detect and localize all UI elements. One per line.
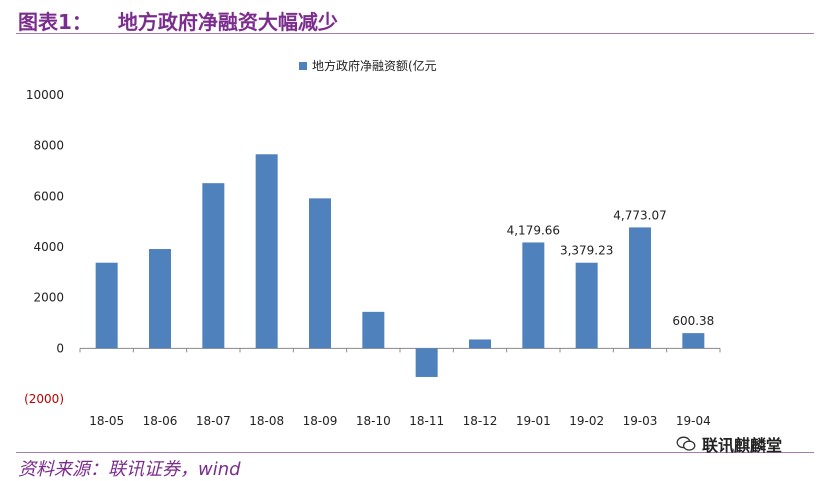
x-tick-label: 19-02	[569, 414, 604, 428]
watermark: 联讯麒麟堂	[676, 432, 782, 456]
y-tick-label: 6000	[33, 189, 64, 203]
bar-18-06	[149, 249, 171, 349]
bar-18-07	[202, 183, 225, 349]
figure-title: 地方政府净融资大幅减少	[117, 10, 338, 34]
x-tick-label: 18-10	[356, 414, 391, 428]
figure-number: 图表1：	[18, 10, 92, 34]
data-label: 4,179.66	[507, 223, 560, 237]
bar-19-02	[575, 262, 598, 349]
y-tick-label: 2000	[33, 291, 64, 305]
x-tick-label: 19-01	[516, 414, 551, 428]
y-tick-label: 4000	[33, 240, 64, 254]
bar-19-03	[629, 227, 651, 349]
bar-18-09	[309, 198, 331, 349]
y-tick-label: (2000)	[24, 392, 64, 406]
x-tick-label: 19-03	[623, 414, 658, 428]
legend-label: 地方政府净融资额(亿元	[312, 58, 437, 73]
bar-19-01	[522, 242, 545, 349]
x-tick-label: 18-06	[143, 414, 178, 428]
bar-chart: 10000 8000 6000 4000 2000 0 (2000) 18-05 18-06 18…	[24, 58, 721, 428]
bar-19-04	[682, 333, 705, 349]
data-label: 600.38	[672, 314, 714, 328]
bar-18-08	[255, 154, 278, 349]
x-tick-label: 18-11	[409, 414, 444, 428]
x-tick-label: 18-12	[463, 414, 498, 428]
wechat-icon	[676, 436, 696, 451]
bar-18-10	[362, 311, 385, 349]
x-tick-label: 18-08	[249, 414, 284, 428]
source-divider	[16, 452, 814, 453]
x-tick-label: 18-07	[196, 414, 231, 428]
y-tick-label: 0	[56, 341, 64, 355]
x-tick-label: 18-05	[89, 414, 124, 428]
source-note: 资料来源：联讯证券，wind	[18, 459, 241, 480]
watermark-text: 联讯麒麟堂	[702, 436, 783, 455]
legend-swatch	[299, 62, 307, 70]
chart-title: 图表1： 地方政府净融资大幅减少	[18, 6, 338, 35]
bar-18-11	[415, 348, 438, 377]
data-label: 4,773.07	[613, 208, 666, 222]
bar-18-12	[469, 339, 491, 349]
y-tick-label: 10000	[26, 88, 64, 102]
x-tick-label: 19-04	[676, 414, 711, 428]
y-tick-label: 8000	[33, 139, 64, 153]
x-tick-label: 18-09	[303, 414, 338, 428]
title-divider	[16, 33, 814, 34]
bar-18-05	[95, 262, 118, 349]
data-label: 3,379.23	[560, 244, 613, 258]
